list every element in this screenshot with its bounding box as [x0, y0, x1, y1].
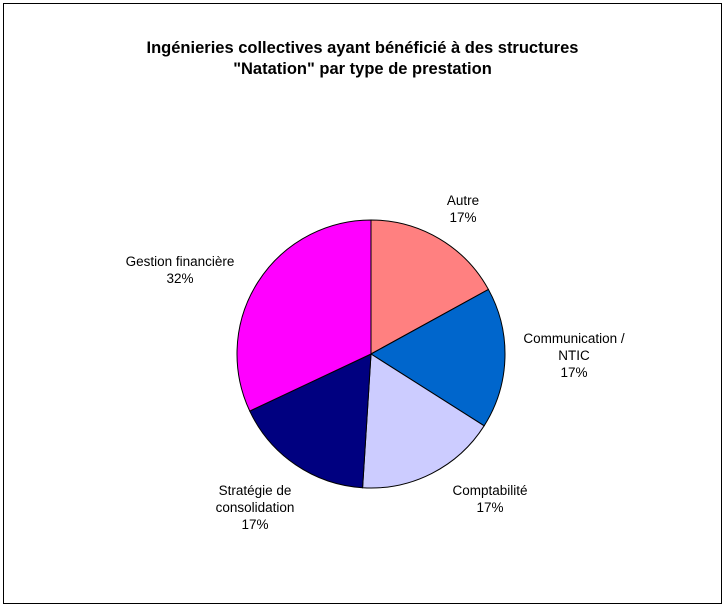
slice-label-2-line-1: 17% [476, 500, 503, 515]
slice-label-4-line-1: 32% [166, 271, 193, 286]
slice-label-2: Comptabilité 17% [452, 483, 527, 515]
slice-label-1-line-0: Communication / [523, 331, 625, 346]
chart-title: Ingénieries collectives ayant bénéficié … [4, 38, 721, 80]
pie-slice-2 [362, 353, 485, 489]
slice-label-3-line-1: consolidation [216, 500, 295, 515]
slice-label-1-line-1: NTIC [558, 348, 590, 363]
slice-label-4: Gestion financière 32% [126, 254, 235, 286]
pie-slice-4 [236, 219, 372, 412]
pie-slice-0 [370, 219, 490, 355]
slice-label-1-line-2: 17% [560, 365, 587, 380]
pie-slice-3 [249, 353, 372, 489]
slice-label-0-line-0: Autre [447, 193, 479, 208]
chart-title-line-1: Ingénieries collectives ayant bénéficié … [146, 39, 579, 57]
slice-label-0-line-1: 17% [449, 210, 476, 225]
slice-label-0: Autre 17% [447, 193, 479, 225]
slice-label-2-line-0: Comptabilité [452, 483, 527, 498]
pie-slice-1 [370, 288, 506, 427]
slice-label-3-line-2: 17% [241, 517, 268, 532]
chart-title-line-2: "Natation" par type de prestation [233, 60, 492, 78]
slice-label-4-line-0: Gestion financière [126, 254, 235, 269]
slice-label-1: Communication / NTIC 17% [523, 331, 625, 380]
slice-label-3: Stratégie de consolidation 17% [216, 483, 295, 532]
slice-label-3-line-0: Stratégie de [219, 483, 292, 498]
